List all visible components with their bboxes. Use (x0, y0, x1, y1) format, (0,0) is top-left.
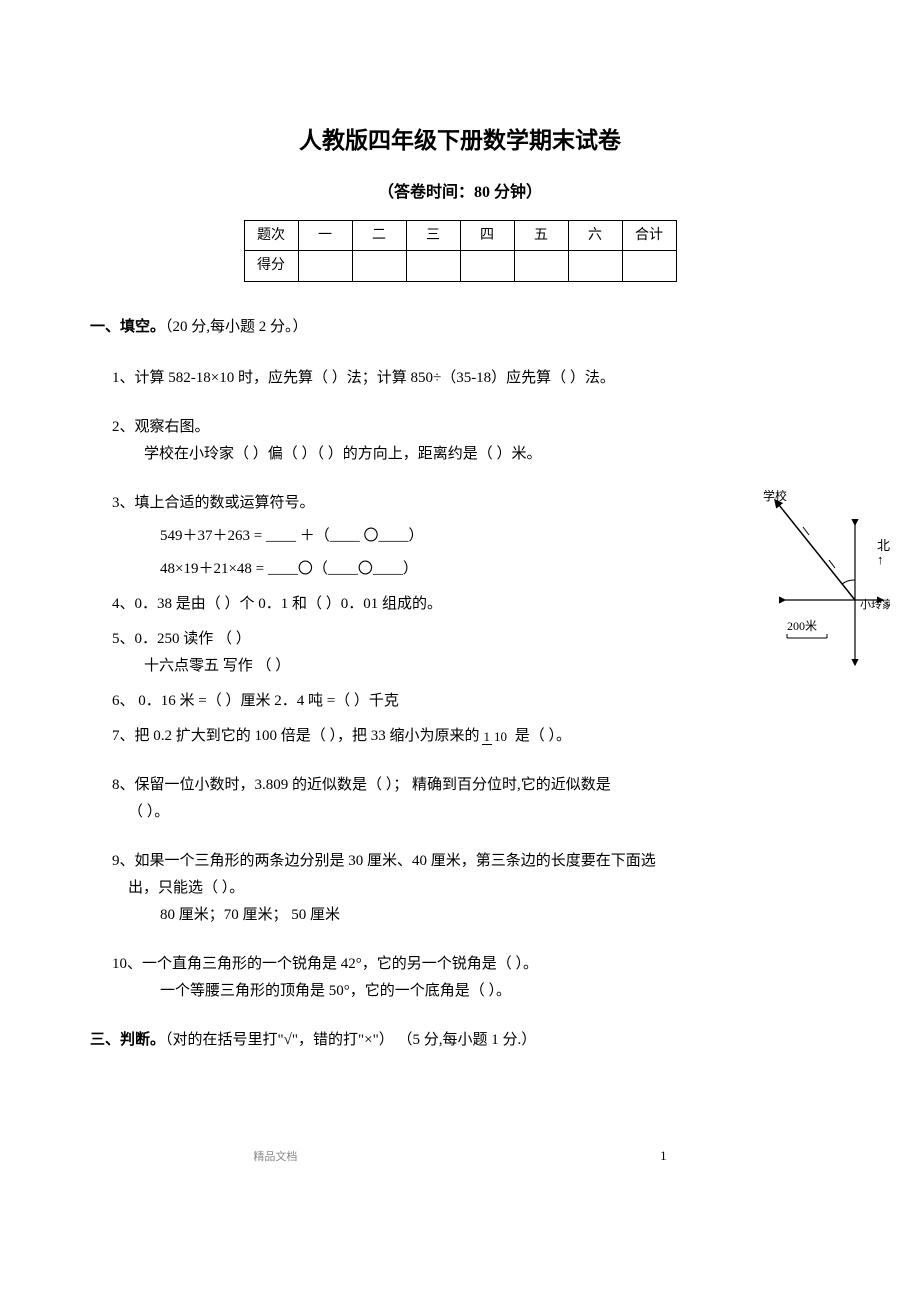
q7-part2: 是（ ）。 (511, 728, 571, 744)
q10-line2: 一个等腰三角形的顶角是 50°，它的一个底角是（ ）。 (160, 978, 830, 1005)
question-9: 9、如果一个三角形的两条边分别是 30 厘米、40 厘米，第三条边的长度要在下面… (112, 848, 830, 929)
q9-line3: 80 厘米；70 厘米； 50 厘米 (160, 902, 830, 929)
q7-part1: 7、把 0.2 扩大到它的 100 倍是（ ），把 33 缩小为原来的 (112, 728, 480, 744)
section-1-header: 一、填空。（20 分,每小题 2 分。） (90, 314, 830, 341)
q5-line2: 十六点零五 写作 （ ） (144, 653, 830, 680)
section-note: （对的在括号里打"√"，错的打"×"） （5 分,每小题 1 分.） (165, 1032, 536, 1048)
frac-den: 10 (492, 729, 509, 744)
question-6: 6、 0．16 米 =（ ）厘米 2．4 吨 =（ ）千克 (112, 688, 830, 715)
table-row: 得分 (244, 251, 676, 281)
page-subtitle: （答卷时间：80 分钟） (90, 179, 830, 208)
question-4: 4、0．38 是由（ ）个 0．1 和（ ）0．01 组成的。 (112, 591, 830, 618)
home-label: 小玲家 (860, 597, 890, 611)
q8-line2: （ ）。 (128, 799, 830, 826)
cell (514, 251, 568, 281)
cell: 合计 (622, 221, 676, 251)
page-number: 1 (660, 1144, 667, 1167)
cell: 二 (352, 221, 406, 251)
question-7: 7、把 0.2 扩大到它的 100 倍是（ ），把 33 缩小为原来的110 是… (112, 723, 830, 750)
q9-line1: 9、如果一个三角形的两条边分别是 30 厘米、40 厘米，第三条边的长度要在下面… (112, 848, 830, 875)
question-10: 10、一个直角三角形的一个锐角是 42°，它的另一个锐角是（ ）。 一个等腰三角… (112, 951, 830, 1005)
section-label: 一、填空。 (90, 319, 165, 335)
question-2: 2、观察右图。 学校在小玲家（ ）偏（ ）（ ）的方向上，距离约是（ ）米。 (112, 414, 830, 468)
q8-line1: 8、保留一位小数时，3.809 的近似数是（ ）； 精确到百分位时,它的近似数是 (112, 772, 830, 799)
question-8: 8、保留一位小数时，3.809 的近似数是（ ）； 精确到百分位时,它的近似数是… (112, 772, 830, 826)
q2-line1: 2、观察右图。 (112, 414, 830, 441)
q3-line1: 3、填上合适的数或运算符号。 (112, 490, 830, 517)
section-3-header: 三、判断。（对的在括号里打"√"，错的打"×"） （5 分,每小题 1 分.） (90, 1027, 830, 1054)
section-note: （20 分,每小题 2 分。） (165, 319, 308, 335)
cell: 得分 (244, 251, 298, 281)
cell: 一 (298, 221, 352, 251)
cell (298, 251, 352, 281)
question-1: 1、计算 582-18×10 时，应先算（ ）法；计算 850÷（35-18）应… (112, 365, 830, 392)
question-5: 5、0．250 读作 （ ） 十六点零五 写作 （ ） (112, 626, 830, 680)
section-label: 三、判断。 (90, 1032, 165, 1048)
page-title: 人教版四年级下册数学期末试卷 (90, 120, 830, 161)
north-label: 北 (877, 538, 890, 553)
frac-num: 1 (482, 729, 493, 745)
cell: 五 (514, 221, 568, 251)
svg-text:↑: ↑ (877, 552, 884, 567)
cell (352, 251, 406, 281)
cell: 四 (460, 221, 514, 251)
cell (568, 251, 622, 281)
q5-line1: 5、0．250 读作 （ ） (112, 626, 830, 653)
q9-line2: 出，只能选（ ）。 (128, 875, 830, 902)
cell: 六 (568, 221, 622, 251)
table-row: 题次 一 二 三 四 五 六 合计 (244, 221, 676, 251)
q10-line1: 10、一个直角三角形的一个锐角是 42°，它的另一个锐角是（ ）。 (112, 951, 830, 978)
footer-brand: 精品文档 (253, 1151, 297, 1163)
q2-line2: 学校在小玲家（ ）偏（ ）（ ）的方向上，距离约是（ ）米。 (144, 441, 830, 468)
cell (460, 251, 514, 281)
question-3: 3、填上合适的数或运算符号。 549＋37＋263 = ____ ＋（____ … (112, 490, 830, 583)
cell: 题次 (244, 221, 298, 251)
cell (622, 251, 676, 281)
fraction: 110 (482, 730, 510, 743)
page-footer: 精品文档 1 (90, 1144, 830, 1168)
q3-line2: 549＋37＋263 = ____ ＋（____ 〇____） (160, 523, 830, 550)
q3-line3: 48×19＋21×48 = ____〇（____〇____） (160, 556, 830, 583)
cell: 三 (406, 221, 460, 251)
score-table: 题次 一 二 三 四 五 六 合计 得分 (244, 220, 677, 281)
cell (406, 251, 460, 281)
